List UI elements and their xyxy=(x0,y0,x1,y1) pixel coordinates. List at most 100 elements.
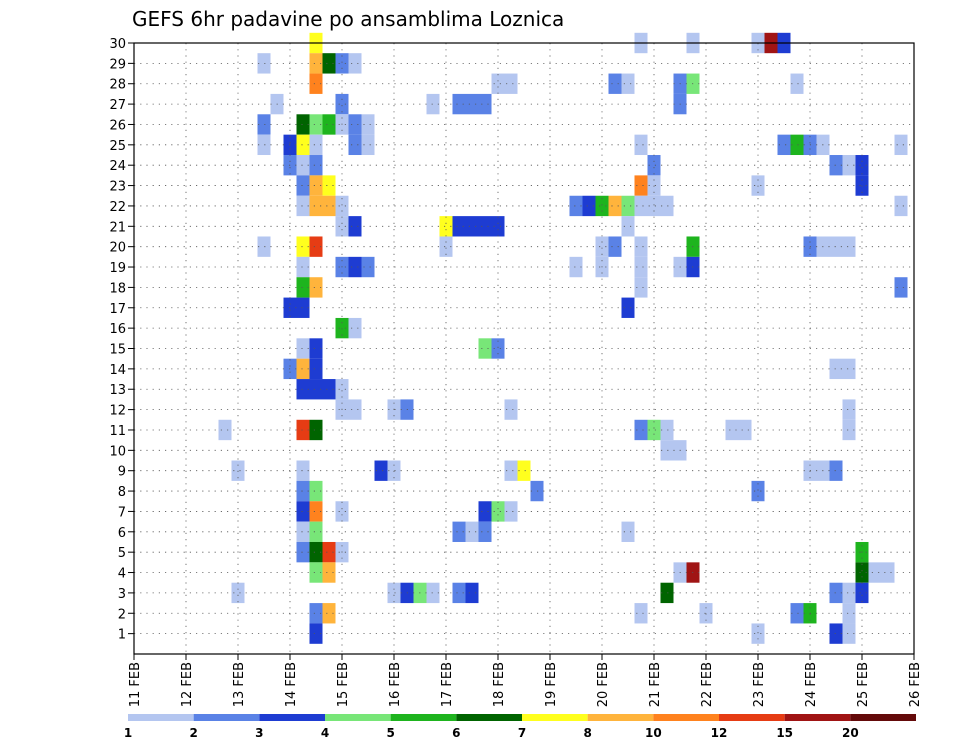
heatmap-cell xyxy=(855,582,869,604)
x-tick-label: 15 FEB xyxy=(336,662,351,707)
y-tick-label: 18 xyxy=(109,281,126,296)
heatmap-cell xyxy=(634,134,648,156)
y-tick-label: 17 xyxy=(109,302,126,317)
heatmap-cell xyxy=(569,195,583,217)
heatmap-cell xyxy=(855,155,869,176)
heatmap-cell xyxy=(309,541,323,563)
heatmap-cell xyxy=(504,501,518,522)
heatmap-cell xyxy=(296,358,310,380)
heatmap-cell xyxy=(829,623,843,644)
heatmap-cell xyxy=(621,521,635,542)
heatmap-cell xyxy=(868,562,882,583)
heatmap-cell xyxy=(309,419,323,441)
y-tick-label: 30 xyxy=(109,37,126,52)
heatmap-cell xyxy=(309,379,323,400)
heatmap-cell xyxy=(660,195,674,217)
legend-swatch xyxy=(522,714,588,721)
heatmap-cell xyxy=(829,155,843,176)
heatmap-cell xyxy=(452,582,466,604)
y-tick-label: 10 xyxy=(109,444,126,459)
heatmap-cell xyxy=(322,603,336,624)
heatmap-cell xyxy=(361,256,375,278)
heatmap-cell xyxy=(257,53,271,74)
heatmap-cell xyxy=(621,73,635,94)
heatmap-cell xyxy=(322,53,336,74)
heatmap-cell xyxy=(465,216,479,237)
y-tick-label: 16 xyxy=(109,322,126,337)
heatmap-cell xyxy=(296,460,310,481)
legend-label: 15 xyxy=(776,726,793,740)
heatmap-cell xyxy=(426,93,440,115)
legend-swatch xyxy=(456,714,522,721)
heatmap-cell xyxy=(309,175,323,196)
heatmap-cell xyxy=(322,175,336,196)
heatmap-cell xyxy=(439,216,453,237)
heatmap-cell xyxy=(634,277,648,298)
heatmap-cell xyxy=(842,358,856,380)
heatmap-cell xyxy=(257,114,271,135)
heatmap-cell xyxy=(374,460,388,481)
legend-swatch xyxy=(719,714,785,721)
legend-swatch xyxy=(850,714,916,721)
heatmap-cell xyxy=(296,297,310,318)
y-tick-label: 11 xyxy=(109,424,126,439)
heatmap-cell xyxy=(296,338,310,359)
heatmap-cell xyxy=(660,419,674,441)
legend-swatch xyxy=(653,714,719,721)
y-tick-label: 13 xyxy=(109,383,126,398)
heatmap-cell xyxy=(296,134,310,156)
heatmap-cell xyxy=(582,195,596,217)
heatmap-cell xyxy=(504,460,518,481)
heatmap-cell xyxy=(348,53,362,74)
heatmap-cell xyxy=(348,317,362,339)
legend-label: 5 xyxy=(386,726,394,740)
heatmap-cell xyxy=(296,195,310,217)
y-tick-label: 4 xyxy=(118,567,126,582)
heatmap-cell xyxy=(621,195,635,217)
heatmap-cell xyxy=(478,216,492,237)
heatmap-cell xyxy=(842,603,856,624)
heatmap-cell xyxy=(647,155,661,176)
y-tick-label: 15 xyxy=(109,343,126,358)
heatmap-cell xyxy=(309,277,323,298)
chart-title: GEFS 6hr padavine po ansamblima Loznica xyxy=(132,7,564,31)
x-tick-label: 25 FEB xyxy=(856,662,871,707)
heatmap-cell xyxy=(478,501,492,522)
heatmap-cell xyxy=(257,134,271,156)
x-tick-label: 24 FEB xyxy=(804,662,819,707)
heatmap-cell xyxy=(478,521,492,542)
heatmap-cell xyxy=(491,338,505,359)
heatmap-cell xyxy=(842,399,856,420)
heatmap-cell xyxy=(296,501,310,522)
heatmap-cell xyxy=(309,603,323,624)
heatmap-cell xyxy=(309,73,323,94)
heatmap-cell xyxy=(296,175,310,196)
y-tick-label: 7 xyxy=(118,505,126,520)
x-tick-label: 22 FEB xyxy=(700,662,715,707)
x-tick-label: 26 FEB xyxy=(908,662,923,707)
x-tick-label: 19 FEB xyxy=(544,662,559,707)
heatmap-cell xyxy=(348,216,362,237)
heatmap-cell xyxy=(452,93,466,115)
heatmap-cell xyxy=(725,419,739,441)
legend-label: 10 xyxy=(645,726,662,740)
y-tick-label: 12 xyxy=(109,404,126,419)
x-tick-label: 21 FEB xyxy=(648,662,663,707)
heatmap-cell xyxy=(335,53,349,74)
heatmap-cell xyxy=(842,236,856,257)
y-axis: 1234567891011121314151617181920212223242… xyxy=(109,37,134,643)
heatmap-cell xyxy=(465,521,479,542)
heatmap-cell xyxy=(348,399,362,420)
y-tick-label: 29 xyxy=(109,57,126,72)
heatmap-cell xyxy=(491,73,505,94)
heatmap-cell xyxy=(309,236,323,257)
heatmap-cell xyxy=(335,216,349,237)
heatmap-cell xyxy=(478,338,492,359)
heatmap-cell xyxy=(842,155,856,176)
heatmap-cell xyxy=(751,480,765,502)
heatmap-cell xyxy=(439,236,453,257)
heatmap-cell xyxy=(309,134,323,156)
heatmap-cell xyxy=(309,155,323,176)
legend-swatch xyxy=(128,714,194,721)
heatmap-cell xyxy=(491,501,505,522)
